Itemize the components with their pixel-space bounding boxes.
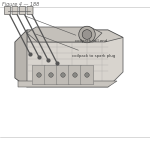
FancyBboxPatch shape: [56, 65, 70, 85]
FancyBboxPatch shape: [44, 65, 58, 85]
Polygon shape: [18, 81, 117, 87]
Text: coilpack rail end: coilpack rail end: [25, 16, 107, 43]
Text: coilpack to spark plug: coilpack to spark plug: [36, 34, 115, 58]
FancyBboxPatch shape: [32, 65, 46, 85]
Circle shape: [37, 73, 41, 77]
FancyBboxPatch shape: [20, 6, 26, 15]
FancyBboxPatch shape: [68, 65, 82, 85]
Circle shape: [85, 73, 89, 77]
Polygon shape: [15, 30, 27, 87]
Polygon shape: [15, 30, 123, 87]
Text: Figure 4 — 188: Figure 4 — 188: [2, 2, 39, 7]
Polygon shape: [27, 27, 102, 42]
FancyBboxPatch shape: [12, 6, 18, 15]
Circle shape: [61, 73, 65, 77]
Circle shape: [49, 73, 53, 77]
Circle shape: [79, 26, 95, 43]
FancyBboxPatch shape: [4, 6, 10, 15]
FancyBboxPatch shape: [80, 65, 94, 85]
Circle shape: [82, 30, 92, 39]
FancyBboxPatch shape: [27, 6, 33, 15]
Circle shape: [73, 73, 77, 77]
Polygon shape: [27, 30, 123, 42]
